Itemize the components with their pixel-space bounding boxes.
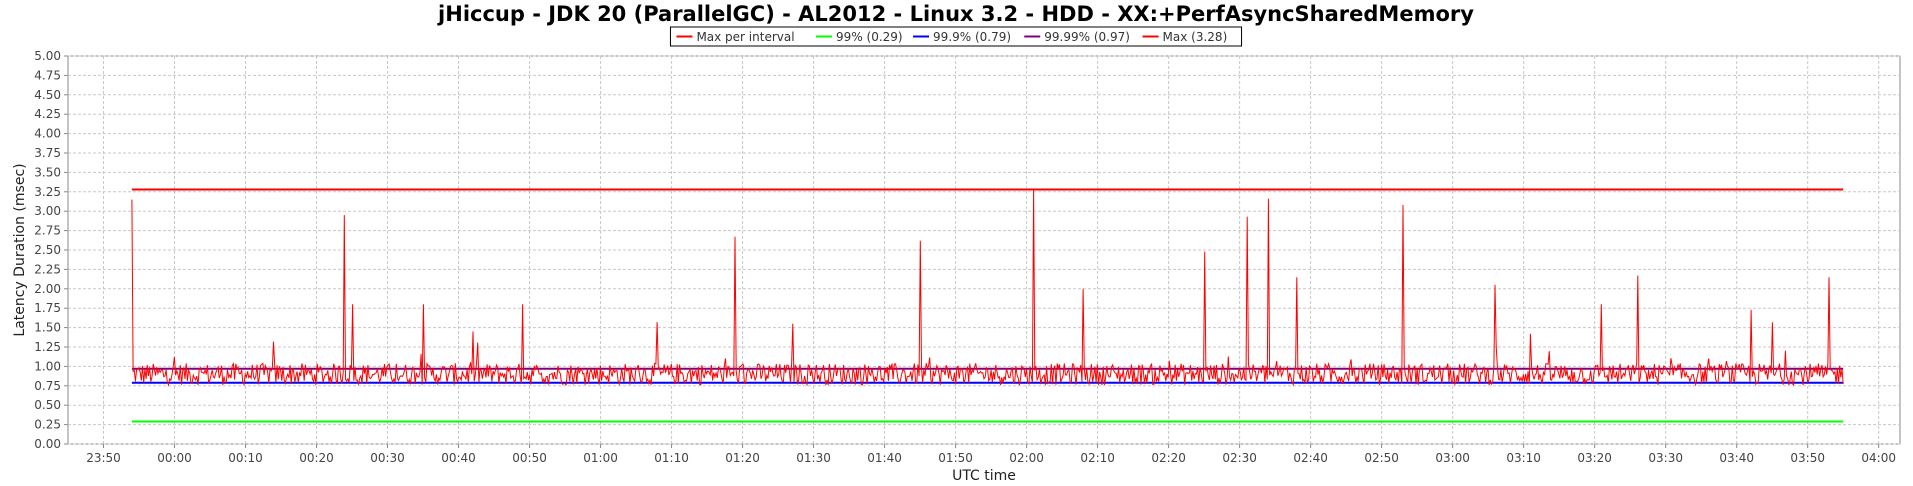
x-tick-label: 02:40 bbox=[1293, 451, 1328, 465]
x-tick-label: 00:10 bbox=[228, 451, 263, 465]
y-tick-label: 1.50 bbox=[34, 321, 61, 335]
x-tick-label: 02:00 bbox=[1009, 451, 1044, 465]
x-tick-label: 00:20 bbox=[299, 451, 334, 465]
x-tick-label: 04:00 bbox=[1861, 451, 1896, 465]
series-group bbox=[131, 188, 1844, 423]
x-tick-label: 01:40 bbox=[867, 451, 902, 465]
x-tick-label: 01:20 bbox=[725, 451, 760, 465]
y-tick-label: 4.25 bbox=[34, 107, 61, 121]
x-tick-label: 03:20 bbox=[1577, 451, 1612, 465]
y-tick-label: 0.75 bbox=[34, 379, 61, 393]
y-axis-label: Latency Duration (msec) bbox=[12, 163, 28, 336]
x-tick-label: 02:50 bbox=[1364, 451, 1399, 465]
y-tick-label: 4.00 bbox=[34, 127, 61, 141]
x-tick-label: 01:30 bbox=[796, 451, 831, 465]
x-tick-label: 01:10 bbox=[654, 451, 689, 465]
x-tick-label: 00:30 bbox=[370, 451, 405, 465]
chart-title: jHiccup - JDK 20 (ParallelGC) - AL2012 -… bbox=[437, 2, 1474, 26]
y-tick-label: 5.00 bbox=[34, 49, 61, 63]
y-tick-label: 3.25 bbox=[34, 185, 61, 199]
x-tick-label: 00:50 bbox=[512, 451, 547, 465]
x-tick-label: 02:10 bbox=[1080, 451, 1115, 465]
legend-box bbox=[669, 26, 1243, 47]
y-tick-label: 1.25 bbox=[34, 340, 61, 354]
chart-legend: Max per interval 99% (0.29) 99.9% (0.79) 99… bbox=[669, 26, 1243, 47]
legend-label: Max (3.28) bbox=[1163, 30, 1228, 44]
x-tick-label: 03:30 bbox=[1648, 451, 1683, 465]
x-axis-label: UTC time bbox=[952, 468, 1016, 484]
y-axis: 0.00 0.25 0.50 0.75 1.00 1.25 1.50 1.75 2.00 2.25… bbox=[34, 49, 68, 451]
x-tick-label: 03:10 bbox=[1506, 451, 1541, 465]
x-tick-label: 23:50 bbox=[86, 451, 121, 465]
legend-label: 99% (0.29) bbox=[836, 30, 903, 44]
x-tick-label: 03:00 bbox=[1435, 451, 1470, 465]
y-tick-label: 2.00 bbox=[34, 282, 61, 296]
y-tick-label: 4.75 bbox=[34, 68, 61, 82]
legend-label: 99.99% (0.97) bbox=[1044, 30, 1130, 44]
y-tick-label: 2.25 bbox=[34, 262, 61, 276]
legend-label: 99.9% (0.79) bbox=[933, 30, 1011, 44]
series-line-max-per-interval bbox=[131, 189, 1844, 387]
y-tick-label: 3.50 bbox=[34, 165, 61, 179]
x-tick-label: 01:50 bbox=[938, 451, 973, 465]
grid-lines bbox=[68, 55, 1900, 445]
y-tick-label: 0.00 bbox=[34, 437, 61, 451]
y-tick-label: 0.25 bbox=[34, 418, 61, 432]
x-tick-label: 03:50 bbox=[1790, 451, 1825, 465]
x-tick-label: 02:20 bbox=[1151, 451, 1186, 465]
y-tick-label: 0.50 bbox=[34, 398, 61, 412]
x-axis: 23:50 00:00 00:10 00:20 00:30 00:40 00:50 01:00… bbox=[86, 444, 1896, 465]
x-tick-label: 00:00 bbox=[157, 451, 192, 465]
y-tick-label: 2.50 bbox=[34, 243, 61, 257]
y-tick-label: 3.00 bbox=[34, 204, 61, 218]
y-tick-label: 1.00 bbox=[34, 359, 61, 373]
legend-label: Max per interval bbox=[696, 30, 794, 44]
x-tick-label: 03:40 bbox=[1719, 451, 1754, 465]
x-tick-label: 00:40 bbox=[441, 451, 476, 465]
y-tick-label: 2.75 bbox=[34, 224, 61, 238]
x-tick-label: 01:00 bbox=[583, 451, 618, 465]
y-tick-label: 3.75 bbox=[34, 146, 61, 160]
x-tick-label: 02:30 bbox=[1222, 451, 1257, 465]
y-tick-label: 4.50 bbox=[34, 88, 61, 102]
y-tick-label: 1.75 bbox=[34, 301, 61, 315]
